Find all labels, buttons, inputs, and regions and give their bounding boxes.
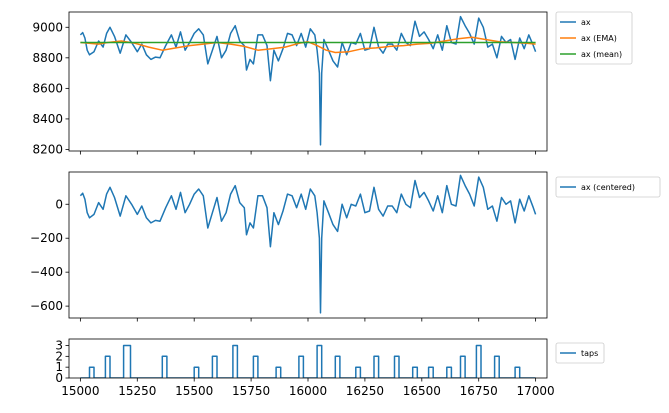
y-tick-label: 2 xyxy=(55,349,63,363)
x-tick-label: 15000 xyxy=(61,384,99,398)
legend-label: ax (mean) xyxy=(581,50,622,59)
legend-box xyxy=(555,342,605,364)
legend: ax (centered) xyxy=(555,176,661,198)
x-tick-label: 16500 xyxy=(403,384,441,398)
x-tick-label: 15750 xyxy=(232,384,270,398)
legend-box xyxy=(555,11,633,65)
x-tick-label: 16250 xyxy=(346,384,384,398)
plot-area xyxy=(79,174,537,314)
axes-frame xyxy=(68,171,548,319)
legend-box xyxy=(555,176,661,198)
plot-area xyxy=(79,15,537,146)
legend-label: ax (EMA) xyxy=(581,34,617,43)
y-tick-label: 0 xyxy=(55,371,63,385)
x-tick-label: 16750 xyxy=(460,384,498,398)
series-line-ax xyxy=(79,15,537,146)
legend: ax ax (EMA) ax (mean) xyxy=(555,11,633,65)
y-tick-label: 9000 xyxy=(32,20,63,34)
x-tick-label: 15250 xyxy=(118,384,156,398)
x-tick-label: 16000 xyxy=(289,384,327,398)
axes-frame xyxy=(68,11,548,152)
legend: taps xyxy=(555,342,605,364)
y-tick-label: 0 xyxy=(55,197,63,211)
legend-label: ax xyxy=(581,18,591,27)
x-tick-label: 15500 xyxy=(175,384,213,398)
y-tick-label: −200 xyxy=(30,231,63,245)
legend-label: ax (centered) xyxy=(581,183,635,192)
y-tick-label: 8200 xyxy=(32,142,63,156)
x-tick-label: 17000 xyxy=(517,384,555,398)
y-tick-label: 3 xyxy=(55,339,63,353)
chart-panel-2: −600 −400 −200 0 ax (centered) xyxy=(30,171,661,322)
y-tick-label: 1 xyxy=(55,360,63,374)
legend-label: taps xyxy=(581,349,598,358)
plot-area xyxy=(80,344,536,378)
series-line-taps xyxy=(80,344,536,378)
axes-frame xyxy=(68,338,548,379)
chart-panel-1: 8200 8400 8600 8800 9000 ax ax (EMA) ax (mean) xyxy=(32,11,633,156)
y-tick-label: 8600 xyxy=(32,81,63,95)
y-tick-label: 8800 xyxy=(32,51,63,65)
y-tick-label: 8400 xyxy=(32,112,63,126)
series-line-ax-centered- xyxy=(79,174,537,314)
y-tick-label: −600 xyxy=(30,299,63,313)
y-tick-label: −400 xyxy=(30,265,63,279)
series-line-ax-ema- xyxy=(80,36,536,54)
